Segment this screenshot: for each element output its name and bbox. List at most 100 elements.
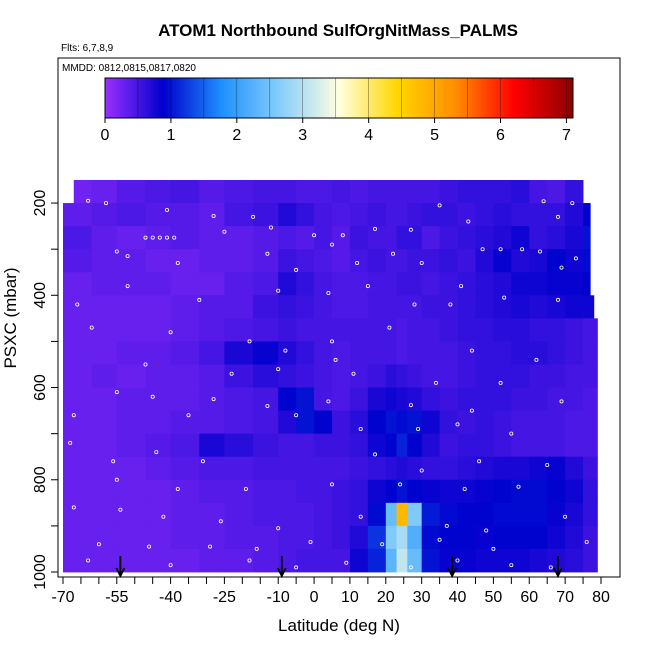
heatmap-cell [253, 364, 279, 388]
heatmap-cell [475, 548, 494, 573]
heatmap-cell [278, 479, 297, 504]
sample-point [154, 450, 159, 455]
heatmap-cell [253, 295, 279, 319]
heatmap-cell [407, 479, 423, 504]
heatmap-cell [439, 295, 458, 319]
heatmap-cell [170, 226, 200, 250]
x-tick-label: -25 [213, 589, 236, 606]
sample-point [408, 403, 413, 408]
heatmap-cell [367, 364, 387, 388]
heatmap-cell [385, 410, 397, 435]
heatmap-cell [224, 433, 254, 458]
sample-point [168, 330, 173, 335]
chart-title: ATOM1 Northbound SulfOrgNitMass_PALMS [158, 21, 518, 40]
heatmap-cell [565, 272, 584, 296]
heatmap-cell [296, 341, 315, 365]
heatmap [63, 180, 598, 573]
heatmap-cell [457, 387, 476, 411]
heatmap-cell [91, 272, 118, 296]
sample-point [365, 284, 370, 289]
heatmap-cell [253, 525, 279, 550]
heatmap-cell [407, 502, 423, 527]
heatmap-cell [396, 433, 408, 458]
heatmap-cell [565, 525, 584, 550]
x-tick-label: 40 [449, 589, 467, 606]
heatmap-cell [511, 548, 530, 573]
sample-point [168, 563, 173, 568]
heatmap-cell [529, 525, 548, 550]
heatmap-cell [547, 364, 566, 388]
x-tick-label: 60 [520, 589, 538, 606]
heatmap-cell [457, 318, 476, 342]
heatmap-cell [63, 525, 93, 550]
heatmap-cell [116, 502, 146, 527]
heatmap-cell [367, 548, 387, 573]
heatmap-cell [457, 226, 476, 250]
heatmap-cell [278, 433, 297, 458]
heatmap-cell [407, 525, 423, 550]
heatmap-cell [547, 502, 566, 527]
heatmap-cell [91, 548, 118, 573]
sample-point [254, 546, 259, 551]
heatmap-cell [91, 525, 118, 550]
sample-point [556, 214, 561, 219]
x-tick-label: -70 [51, 589, 74, 606]
heatmap-cell [457, 410, 476, 435]
heatmap-cell [332, 525, 351, 550]
heatmap-cell [421, 364, 440, 388]
heatmap-cell [224, 387, 254, 411]
heatmap-cell [91, 226, 118, 250]
heatmap-cell [475, 479, 494, 504]
sample-points [68, 198, 589, 570]
heatmap-cell [493, 525, 512, 550]
sample-point [96, 542, 101, 547]
sample-point [200, 459, 205, 464]
heatmap-cell [367, 433, 387, 458]
sample-point [534, 357, 539, 362]
heatmap-cell [296, 180, 315, 204]
heatmap-cell [145, 502, 171, 527]
heatmap-cell [493, 318, 512, 342]
heatmap-cell [385, 502, 397, 527]
heatmap-cell [421, 525, 440, 550]
heatmap-cell [91, 433, 118, 458]
heatmap-cell [63, 479, 93, 504]
sample-point [329, 482, 334, 487]
heatmap-cell [511, 525, 530, 550]
heatmap-cell [224, 456, 254, 481]
heatmap-cell [385, 433, 397, 458]
heatmap-cell [199, 410, 225, 435]
heatmap-cell [332, 433, 351, 458]
heatmap-cell [278, 456, 297, 481]
heatmap-cell [314, 318, 333, 342]
heatmap-cell [439, 249, 458, 273]
heatmap-cell [475, 525, 494, 550]
heatmap-cell [565, 249, 584, 273]
sample-point [294, 413, 299, 418]
heatmap-cell [421, 548, 440, 573]
heatmap-cell [529, 456, 548, 481]
heatmap-cell [314, 364, 333, 388]
heatmap-cell [278, 387, 297, 411]
heatmap-cell [296, 364, 315, 388]
heatmap-cell [583, 548, 598, 573]
x-axis-label: Latitude (deg N) [278, 616, 400, 635]
heatmap-cell [278, 318, 297, 342]
heatmap-cell [367, 525, 387, 550]
sample-point [326, 290, 331, 295]
heatmap-cell [73, 180, 93, 204]
heatmap-cell [367, 341, 387, 365]
sample-point [294, 565, 299, 570]
heatmap-cell [547, 433, 566, 458]
heatmap-cell [224, 295, 254, 319]
sample-point [333, 357, 338, 362]
heatmap-cell [511, 249, 530, 273]
sample-point [114, 390, 119, 395]
heatmap-cell [385, 548, 397, 573]
heatmap-cell [91, 456, 118, 481]
sample-point [358, 426, 363, 431]
heatmap-cell [407, 226, 423, 250]
sample-point [559, 399, 564, 404]
heatmap-cell [145, 410, 171, 435]
heatmap-cell [565, 318, 584, 342]
